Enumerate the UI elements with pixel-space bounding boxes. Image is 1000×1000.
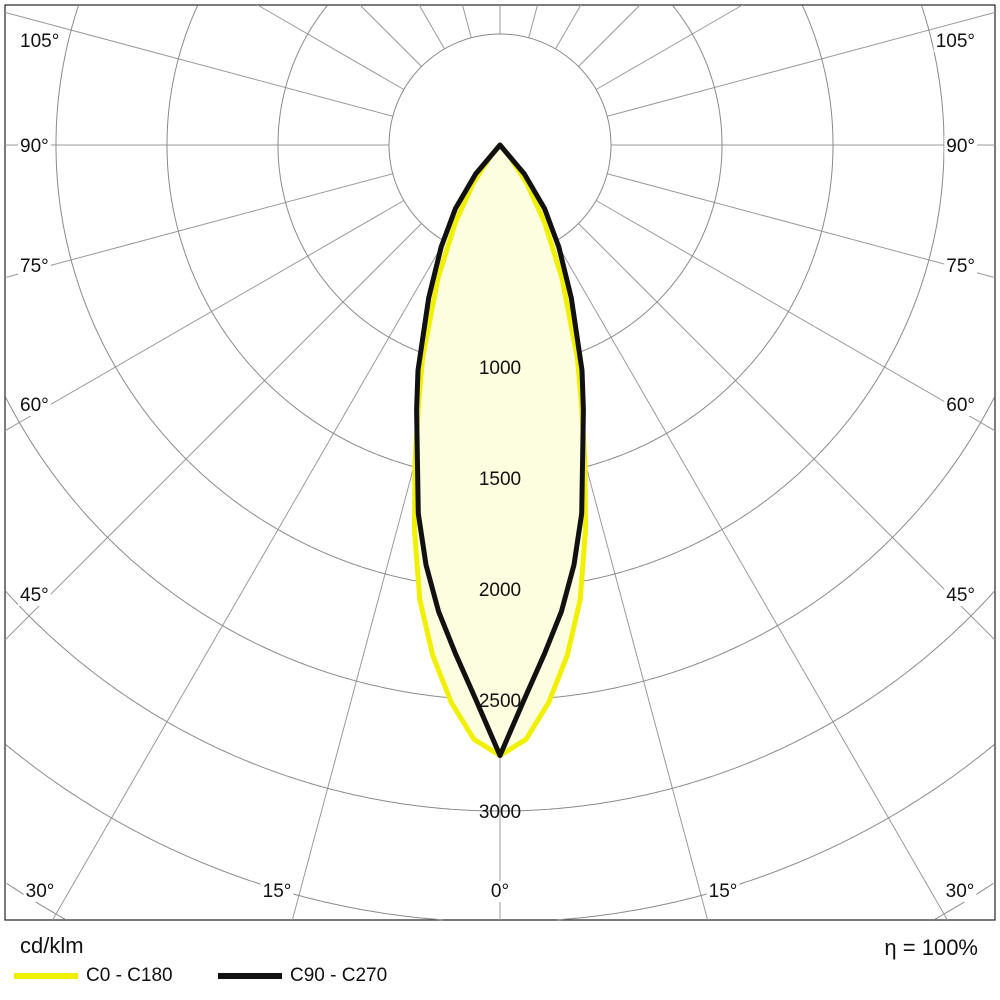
angle-label-bottom: 15° [709,881,738,902]
legend-label: C0 - C180 [86,965,173,986]
angle-gridline [4,11,393,117]
radial-gridline [4,590,996,812]
angle-gridline [578,223,996,641]
angle-label-left: 60° [20,395,49,416]
radial-tick-label: 1500 [479,469,521,490]
angle-gridline [359,4,422,67]
angle-label-bottom: 30° [946,881,975,902]
angle-label-right: 60° [946,395,975,416]
angle-gridline [595,200,996,432]
radial-gridline [55,5,945,590]
angle-label-right: 45° [946,585,975,606]
angle-gridline [578,4,641,67]
legend-swatch-black [218,973,282,979]
radial-gridline [5,744,995,921]
unit-label: cd/klm [20,933,84,958]
radial-gridline [6,882,994,921]
angle-gridline [607,11,996,117]
legend-swatch-yellow [14,973,78,979]
angle-gridline [4,223,422,641]
angle-label-left: 105° [20,31,59,52]
angle-gridline [462,4,472,38]
angle-label-right: 75° [946,256,975,277]
angle-gridline [4,200,405,432]
legend-item-c0-c180: C0 - C180 [14,965,173,987]
radial-gridline [5,396,995,701]
legend-item-c90-c270: C90 - C270 [218,965,387,987]
angle-gridline [555,240,948,921]
angle-label-left: 75° [20,256,49,277]
angle-gridline [555,4,582,50]
angle-gridline [257,4,405,90]
angle-gridline [418,4,445,50]
angle-gridline [4,173,393,279]
angle-label-left: 90° [20,136,49,157]
radial-tick-label: 2000 [479,580,521,601]
angle-label-bottom: 15° [263,881,292,902]
angle-gridline [52,240,445,921]
angle-label-bottom: 0° [491,881,509,902]
radial-gridline [166,5,834,479]
radial-tick-label: 2500 [479,691,521,712]
angle-label-right: 90° [946,136,975,157]
angle-gridline [528,4,538,38]
curve-fill [416,145,584,756]
angle-label-bottom: 30° [26,881,55,902]
angle-label-right: 105° [936,31,975,52]
legend-label: C90 - C270 [290,965,388,986]
radial-tick-label: 3000 [479,802,521,823]
efficiency-label: η = 100% [884,935,978,960]
angle-gridline [595,4,743,90]
angle-gridline [607,173,996,279]
radial-tick-label: 1000 [479,358,521,379]
angle-label-left: 45° [20,585,49,606]
intensity-curve-c90-c270 [414,142,586,758]
